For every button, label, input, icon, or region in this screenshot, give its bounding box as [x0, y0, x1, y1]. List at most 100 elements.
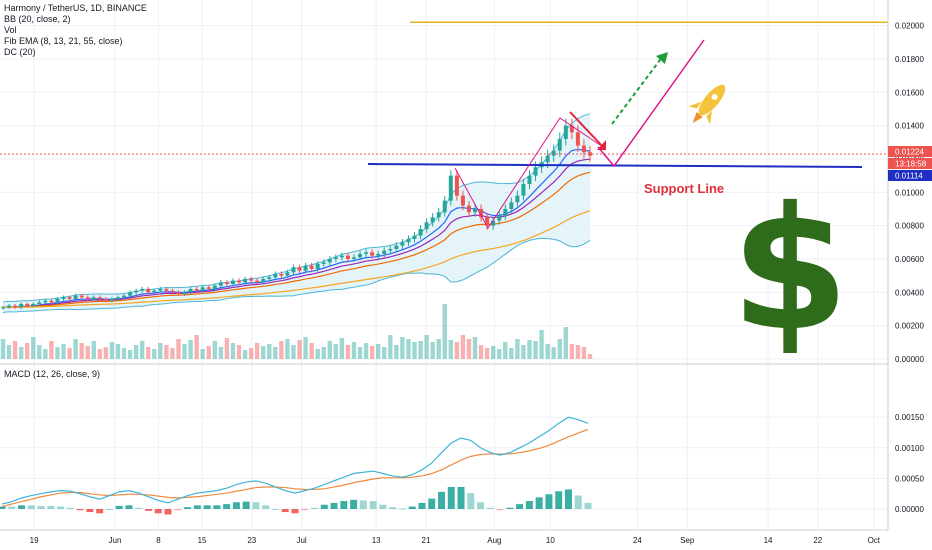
price-tick-label: 0.00800	[895, 222, 924, 231]
ema-55	[2, 210, 591, 308]
volume-bar	[55, 347, 60, 359]
macd-histogram-bar	[525, 501, 533, 509]
volume-bar	[25, 343, 30, 359]
volume-bar	[97, 349, 103, 359]
candle-body	[406, 238, 411, 243]
macd-histogram-bar	[477, 502, 485, 509]
candle-body	[25, 303, 30, 306]
volume-bar	[218, 347, 224, 359]
candle-body	[563, 125, 568, 139]
volume-bar	[31, 337, 36, 359]
candle-body	[358, 253, 363, 258]
macd-histogram-bar	[145, 509, 152, 511]
countdown-tag	[888, 158, 932, 169]
candle-body	[575, 132, 580, 146]
candle-body	[557, 138, 562, 151]
volume-bar	[127, 350, 133, 359]
macd-histogram-bar	[27, 505, 35, 509]
legend-bb[interactable]: BB (20, close, 2)	[4, 14, 71, 24]
candle-body	[218, 282, 223, 286]
volume-bar	[261, 346, 266, 359]
time-tick-label: Jul	[296, 536, 306, 545]
macd-histogram-bar	[398, 508, 406, 510]
candle-body	[551, 150, 556, 156]
price-tick-label: 0.00200	[895, 322, 924, 331]
candle-body	[279, 273, 284, 276]
candle-body	[249, 278, 254, 281]
volume-bar	[115, 344, 121, 359]
volume-bar	[121, 348, 127, 359]
macd-histogram-bar	[350, 499, 358, 509]
candle-body	[255, 280, 260, 283]
red-arrow-shaft	[569, 111, 605, 149]
legend-dc[interactable]: DC (20)	[4, 47, 36, 57]
macd-histogram-bar	[18, 505, 26, 509]
support-line-label: Support Line	[644, 181, 725, 196]
volume-bar	[91, 341, 96, 359]
macd-histogram-bar	[301, 509, 309, 511]
volume-bar	[273, 347, 278, 359]
candle-body	[569, 125, 574, 133]
volume-bar	[285, 339, 290, 359]
candle-body	[521, 183, 526, 196]
macd-histogram-bar	[467, 493, 475, 509]
candle-body	[351, 257, 356, 259]
candle-body	[333, 257, 338, 259]
volume-bar	[170, 348, 175, 359]
legend-macd[interactable]: MACD (12, 26, close, 9)	[4, 369, 101, 379]
ema-13	[2, 158, 591, 308]
macd-tick-label: 0.00150	[895, 413, 924, 422]
volume-bar	[490, 346, 496, 359]
rocket-fin	[688, 101, 702, 109]
macd-histogram-bar	[115, 505, 123, 509]
candle-body	[1, 307, 5, 309]
candle-body	[376, 253, 381, 256]
volume-bar	[212, 341, 218, 359]
candle-body	[497, 215, 502, 221]
macd-tick-label: 0.00000	[895, 505, 924, 514]
macd-histogram-bar	[438, 491, 445, 509]
volume-bar	[79, 343, 84, 359]
candle-body	[261, 278, 266, 283]
volume-bar	[484, 348, 490, 359]
macd-histogram-bar	[428, 498, 436, 509]
legend-fib-ema[interactable]: Fib EMA (8, 13, 21, 55, close)	[4, 36, 123, 46]
candle-body	[315, 263, 320, 269]
macd-legend: MACD (12, 26, close, 9)	[4, 369, 100, 380]
volume-bar	[327, 341, 332, 359]
volume-bar	[291, 345, 296, 359]
candle-body	[243, 278, 248, 283]
candle-body	[122, 295, 127, 298]
legend-vol[interactable]: Vol	[4, 25, 17, 35]
candle-body	[230, 280, 235, 284]
volume-bar	[12, 341, 18, 359]
time-tick-label: 15	[198, 536, 207, 545]
macd-histogram-bar	[564, 489, 572, 509]
volume-bar	[382, 347, 387, 359]
candle-body	[418, 228, 423, 236]
candle-body	[485, 217, 490, 226]
bb-fill	[3, 113, 590, 313]
volume-bar	[158, 343, 163, 359]
volume-bar	[200, 349, 205, 359]
volume-bar	[503, 342, 508, 359]
volume-bar	[139, 341, 145, 359]
volume-bar	[67, 348, 72, 359]
candle-body	[164, 288, 169, 291]
candle-body	[297, 267, 302, 271]
candle-body	[194, 288, 199, 291]
projection-line	[597, 39, 705, 168]
candle-body	[146, 288, 151, 293]
candle-body	[479, 208, 484, 218]
candle-body	[388, 248, 393, 251]
volume-bar	[133, 345, 139, 359]
candle-body	[291, 267, 296, 273]
legend-symbol[interactable]: Harmony / TetherUS, 1D, BINANCE	[4, 3, 147, 13]
macd-histogram-bar	[76, 509, 84, 511]
volume-bar	[375, 344, 381, 359]
volume-bar	[6, 345, 12, 359]
rocket-flame	[692, 111, 703, 123]
time-tick-label: 23	[247, 536, 256, 545]
green-arrow-head	[656, 52, 668, 64]
volume-bar	[188, 340, 193, 359]
